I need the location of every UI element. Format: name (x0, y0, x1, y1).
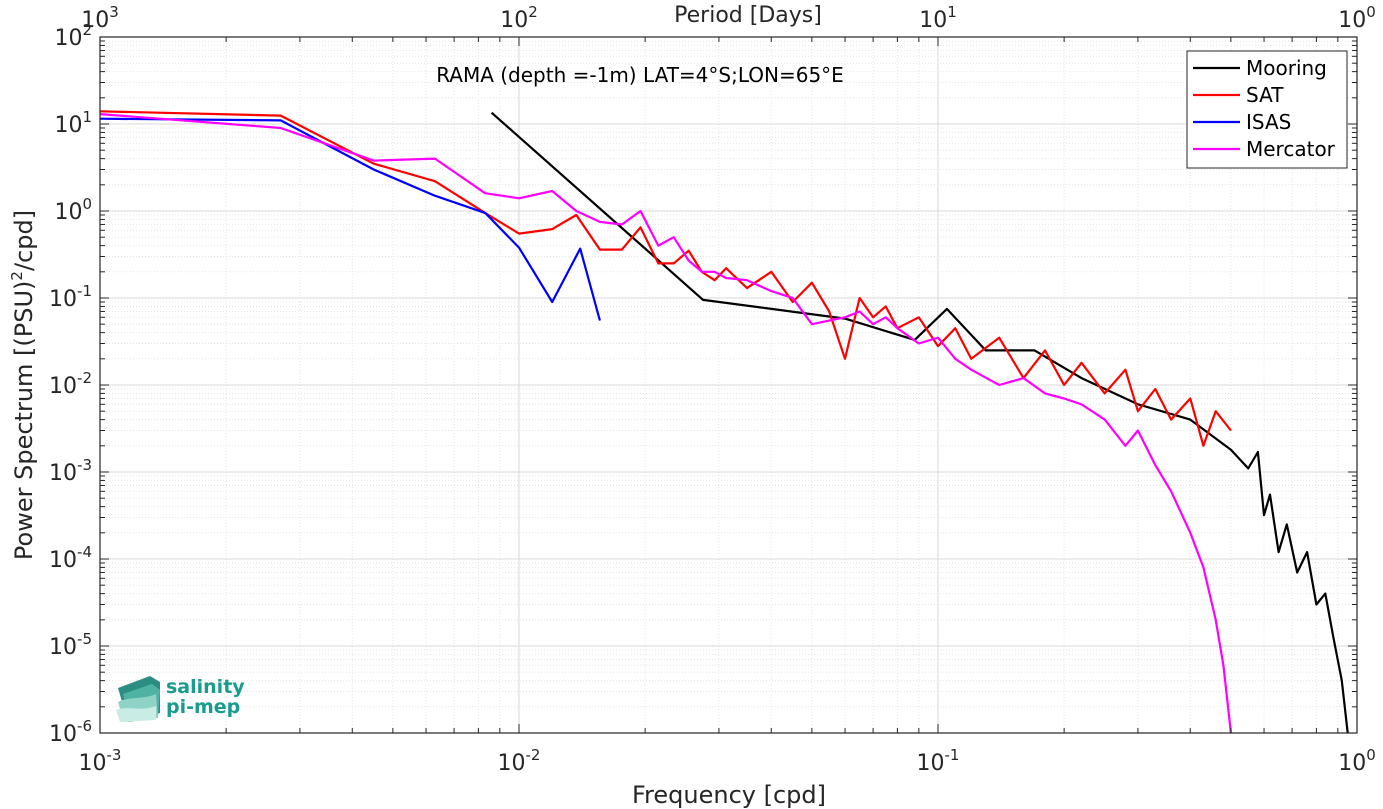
tick-exponent: 2 (528, 3, 538, 21)
tick-base: 10 (49, 722, 77, 747)
tick-base: 10 (500, 8, 528, 33)
tick-exponent: -3 (107, 746, 122, 764)
x-tick-labels: 10-3 10-2 10-1 100 (79, 746, 1376, 776)
y-tick-label: 10-6 (49, 717, 92, 747)
tick-exponent: 0 (1366, 746, 1376, 764)
grid-lines (99, 37, 1357, 734)
x-tick-label: 100 (1338, 746, 1376, 776)
y-axis-label: Power Spectrum [(PSU)2/cpd] (8, 210, 38, 560)
tick-exponent: -2 (77, 369, 92, 387)
tick-base: 10 (49, 635, 77, 660)
tick-base: 10 (49, 287, 77, 312)
series-line-isas (99, 117, 601, 321)
x-tick-label: 10-1 (917, 746, 960, 776)
salinity-pi-mep-logo: salinity pi-mep (116, 676, 245, 722)
tick-exponent: 3 (109, 3, 119, 21)
tick-exponent: -5 (77, 630, 92, 648)
tick-exponent: -1 (945, 746, 960, 764)
legend-label: SAT (1246, 83, 1284, 107)
logo-text-line1: salinity (166, 676, 245, 698)
tick-exponent: -2 (526, 746, 541, 764)
y-tick-label: 10-1 (49, 282, 92, 312)
logo-text-line2: pi-mep (166, 696, 240, 718)
x-tick-label: 10-3 (79, 746, 122, 776)
tick-exponent: 0 (1366, 3, 1376, 21)
series-group (99, 110, 1349, 734)
tick-base: 10 (1338, 751, 1366, 776)
tick-exponent: -3 (77, 456, 92, 474)
tick-base: 10 (54, 26, 82, 51)
tick-base: 10 (49, 461, 77, 486)
tick-base: 10 (917, 751, 945, 776)
series-line-sat (99, 110, 1232, 447)
top-axis-label: Period [Days] (674, 3, 822, 28)
tick-base: 10 (54, 113, 82, 138)
series-line-mooring (490, 111, 1349, 734)
top-tick-label: 103 (81, 3, 119, 33)
top-tick-label: 100 (1338, 3, 1376, 33)
tick-exponent: -6 (77, 717, 92, 735)
tick-marks (99, 37, 1357, 734)
tick-exponent: 0 (82, 195, 92, 213)
tick-exponent: -1 (77, 282, 92, 300)
legend-label: Mooring (1246, 56, 1327, 80)
y-axis-label-main: Power Spectrum [(PSU) (10, 281, 38, 560)
y-tick-label: 10-3 (49, 456, 92, 486)
logo-mark-icon (116, 676, 160, 722)
tick-base: 10 (81, 8, 109, 33)
tick-base: 10 (919, 8, 947, 33)
series-line-mercator (99, 113, 1232, 734)
top-tick-label: 102 (500, 3, 538, 33)
tick-base: 10 (498, 751, 526, 776)
tick-exponent: 1 (82, 108, 92, 126)
y-tick-label: 10-2 (49, 369, 92, 399)
top-tick-label: 101 (919, 3, 957, 33)
chart-title: RAMA (depth =-1m) LAT=4°S;LON=65°E (436, 63, 844, 87)
y-tick-label: 101 (54, 108, 92, 138)
legend: Mooring SAT ISAS Mercator (1186, 50, 1348, 169)
tick-base: 10 (1338, 8, 1366, 33)
tick-base: 10 (49, 374, 77, 399)
y-axis-label-sup: 2 (8, 271, 26, 281)
y-tick-label: 102 (54, 21, 92, 51)
tick-exponent: 1 (947, 3, 957, 21)
top-tick-labels: 103 102 101 100 (81, 3, 1376, 33)
tick-base: 10 (49, 548, 77, 573)
y-tick-label: 10-4 (49, 543, 92, 573)
y-tick-label: 100 (54, 195, 92, 225)
x-axis-label: Frequency [cpd] (632, 781, 826, 809)
x-tick-label: 10-2 (498, 746, 541, 776)
tick-exponent: 2 (82, 21, 92, 39)
tick-base: 10 (54, 200, 82, 225)
tick-base: 10 (79, 751, 107, 776)
legend-label: ISAS (1246, 110, 1291, 134)
legend-label: Mercator (1246, 137, 1336, 161)
tick-exponent: -4 (77, 543, 92, 561)
y-tick-label: 10-5 (49, 630, 92, 660)
y-axis-label-end: /cpd] (10, 210, 38, 271)
